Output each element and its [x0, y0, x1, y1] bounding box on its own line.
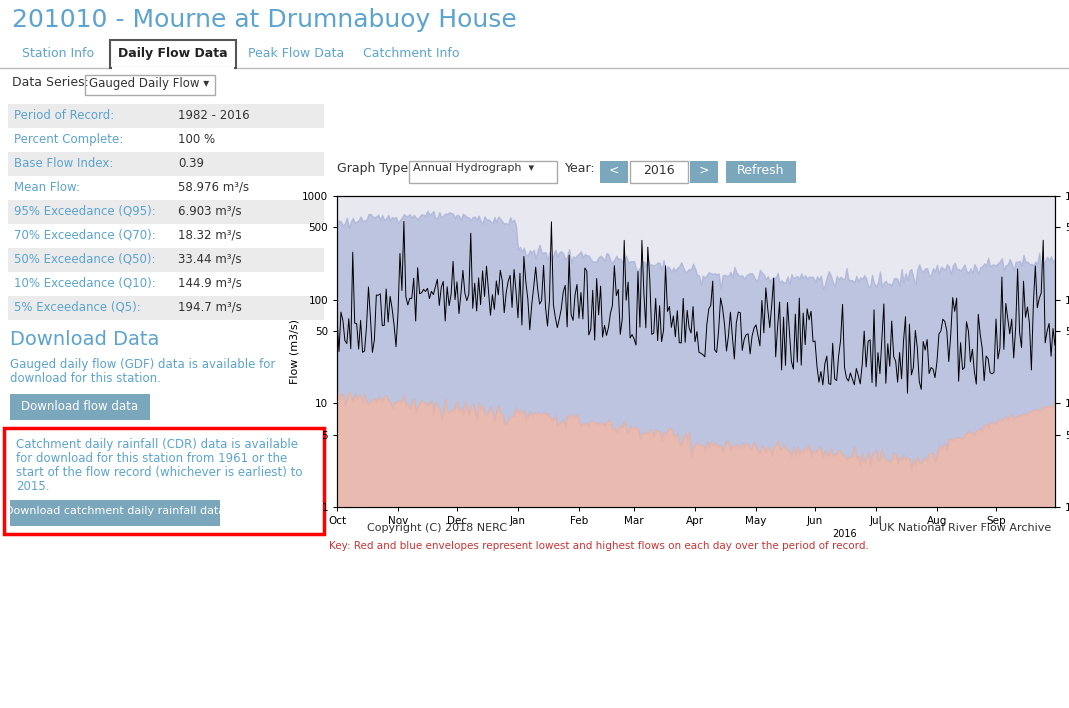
- Text: start of the flow record (whichever is earliest) to: start of the flow record (whichever is e…: [16, 466, 303, 479]
- Text: 201010 Mourne at Drumnabuoy House: 201010 Mourne at Drumnabuoy House: [367, 198, 584, 208]
- Text: Annual Hydrograph  ▾: Annual Hydrograph ▾: [413, 163, 534, 173]
- Text: Data Series:: Data Series:: [12, 76, 89, 89]
- Text: Key: Red and blue envelopes represent lowest and highest flows on each day over : Key: Red and blue envelopes represent lo…: [329, 541, 869, 551]
- Bar: [7, 200, 324, 224]
- Bar: [726, 161, 796, 183]
- Text: 33.44 m³/s: 33.44 m³/s: [179, 253, 242, 266]
- Text: <: <: [608, 164, 619, 177]
- Text: Gauged daily flow (GDF) data is available for: Gauged daily flow (GDF) data is availabl…: [10, 358, 276, 371]
- Text: Catchment Info: Catchment Info: [362, 47, 460, 60]
- Text: Station Info: Station Info: [22, 47, 94, 60]
- Bar: [112, 67, 234, 70]
- Text: 2015.: 2015.: [16, 480, 49, 493]
- Bar: [7, 272, 324, 296]
- Text: 58.976 m³/s: 58.976 m³/s: [179, 181, 249, 194]
- Text: 100 %: 100 %: [179, 133, 215, 146]
- Text: 194.7 m³/s: 194.7 m³/s: [179, 301, 242, 314]
- Text: 6.903 m³/s: 6.903 m³/s: [179, 205, 242, 218]
- Text: Gauged Daily Flow ▾: Gauged Daily Flow ▾: [89, 77, 210, 90]
- Bar: [7, 176, 324, 200]
- Bar: [86, 75, 215, 95]
- Text: Refresh: Refresh: [738, 164, 785, 177]
- Text: download for this station.: download for this station.: [10, 372, 160, 385]
- Text: Base Flow Index:: Base Flow Index:: [14, 157, 113, 170]
- Bar: [243, 40, 348, 68]
- Text: Percent Complete:: Percent Complete:: [14, 133, 123, 146]
- Text: 18.32 m³/s: 18.32 m³/s: [179, 229, 242, 242]
- Text: Period of Record:: Period of Record:: [14, 109, 114, 122]
- Text: 50% Exceedance (Q50):: 50% Exceedance (Q50):: [14, 253, 155, 266]
- Bar: [110, 40, 236, 68]
- Text: 2016: 2016: [644, 164, 675, 177]
- Text: Download flow data: Download flow data: [21, 400, 139, 413]
- Text: 144.9 m³/s: 144.9 m³/s: [179, 277, 242, 290]
- Text: Catchment daily rainfall (CDR) data is available: Catchment daily rainfall (CDR) data is a…: [16, 438, 298, 451]
- Text: 70% Exceedance (Q70):: 70% Exceedance (Q70):: [14, 229, 156, 242]
- Bar: [10, 500, 220, 526]
- Text: 10% Exceedance (Q10):: 10% Exceedance (Q10):: [14, 277, 156, 290]
- Bar: [7, 296, 324, 320]
- Bar: [10, 394, 150, 420]
- Bar: [7, 152, 324, 176]
- Text: Gauged Daily Flow: Gauged Daily Flow: [947, 198, 1051, 208]
- Text: 2016: 2016: [832, 529, 857, 539]
- Text: 5% Exceedance (Q5):: 5% Exceedance (Q5):: [14, 301, 141, 314]
- Text: Copyright (C) 2018 NERC: Copyright (C) 2018 NERC: [367, 523, 507, 533]
- Text: 0.39: 0.39: [179, 157, 204, 170]
- Text: UK National River Flow Archive: UK National River Flow Archive: [879, 523, 1051, 533]
- Text: Graph Type:: Graph Type:: [337, 162, 413, 175]
- Text: 201010 - Mourne at Drumnabuoy House: 201010 - Mourne at Drumnabuoy House: [12, 8, 516, 32]
- Text: Download catchment daily rainfall data: Download catchment daily rainfall data: [5, 506, 226, 516]
- Bar: [4, 428, 324, 534]
- Bar: [7, 40, 108, 68]
- Bar: [7, 104, 324, 128]
- Bar: [409, 161, 557, 183]
- Text: 95% Exceedance (Q95):: 95% Exceedance (Q95):: [14, 205, 156, 218]
- Bar: [7, 128, 324, 152]
- Text: 1982 - 2016: 1982 - 2016: [179, 109, 250, 122]
- Text: for download for this station from 1961 or the: for download for this station from 1961 …: [16, 452, 288, 465]
- Bar: [7, 248, 324, 272]
- Text: >: >: [699, 164, 709, 177]
- Bar: [600, 161, 628, 183]
- Text: Download Data: Download Data: [10, 330, 159, 349]
- Text: Year:: Year:: [566, 162, 595, 175]
- Bar: [7, 224, 324, 248]
- Bar: [690, 161, 718, 183]
- Y-axis label: Flow (m3/s): Flow (m3/s): [289, 319, 299, 384]
- Text: Daily Flow Data: Daily Flow Data: [119, 47, 228, 60]
- Text: Peak Flow Data: Peak Flow Data: [248, 47, 344, 60]
- Bar: [630, 161, 688, 183]
- Text: Mean Flow:: Mean Flow:: [14, 181, 80, 194]
- Bar: [355, 40, 467, 68]
